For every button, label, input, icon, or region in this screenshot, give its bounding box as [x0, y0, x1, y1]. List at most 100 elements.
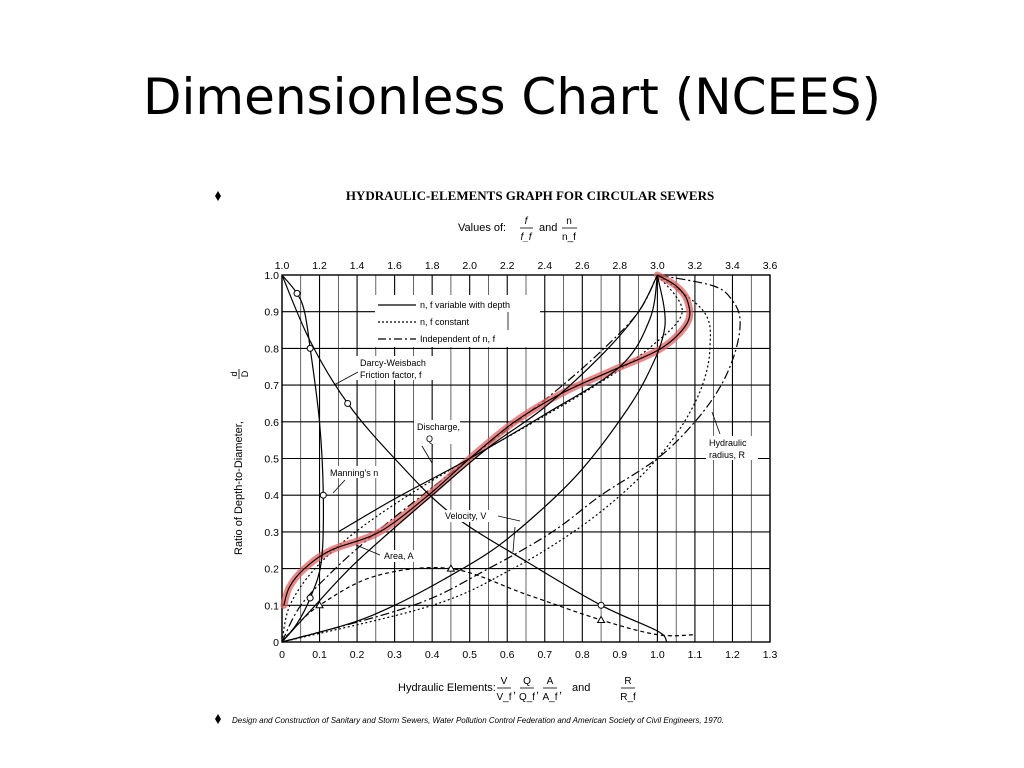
annotation-radius-line2: radius, R	[709, 450, 746, 460]
x-frac-a-den: A_f	[542, 692, 557, 703]
top-axis-label-prefix: Values of:	[458, 222, 506, 234]
top-axis-label: Values of: f f_f and n n_f	[458, 216, 577, 243]
annotation-darcy-line2: Friction factor, f	[360, 370, 422, 380]
bottom-tick-label: 1.2	[725, 649, 740, 661]
legend-label-solid: n, f variable with depth	[420, 300, 510, 310]
bottom-tick-label: 0.5	[462, 649, 477, 661]
annotation-area: Area, A	[384, 551, 414, 561]
annotation-discharge-line2: Q	[426, 434, 433, 444]
footnote: Design and Construction of Sanitary and …	[232, 716, 724, 725]
top-tick-label: 1.2	[312, 260, 327, 272]
bottom-tick-label: 0.4	[425, 649, 440, 661]
series-discharge_const	[281, 274, 683, 643]
top-frac2-num: n	[566, 216, 572, 227]
top-tick-label: 3.2	[688, 260, 703, 272]
x-comma-1: ,	[513, 684, 516, 696]
x-frac-a-num: A	[547, 676, 554, 687]
y-frac-den: D	[240, 370, 250, 377]
left-tick-label: 0.9	[264, 307, 279, 319]
left-tick-label: 0.6	[264, 417, 279, 429]
marker-friction_tail	[315, 600, 324, 609]
top-tick-label: 2.6	[575, 260, 590, 272]
x-frac-q-den: Q_f	[519, 692, 535, 703]
bottom-tick-label: 0.6	[500, 649, 515, 661]
left-tick-label: 0.7	[264, 380, 279, 392]
left-tick-label: 0.1	[264, 600, 279, 612]
bottom-tick-label: 1.0	[650, 649, 665, 661]
top-tick-label: 1.6	[387, 260, 402, 272]
top-axis-ticks: 1.0 1.2 1.4 1.6 1.8 2.0 2.2 2.4 2.6 2.8 3.0 3.2 3.4 3…	[275, 260, 778, 272]
top-tick-label: 1.4	[350, 260, 365, 272]
series-velocity_var	[281, 274, 666, 643]
marker-manning	[293, 289, 301, 297]
x-axis-label: Hydraulic Elements: V V_f , Q Q_f , A A_…	[398, 676, 636, 703]
y-frac-num: d	[229, 371, 239, 376]
bottom-tick-label: 0	[279, 649, 285, 661]
left-tick-label: 0.5	[264, 454, 279, 466]
annotation-manning: Manning's n	[330, 468, 378, 478]
top-tick-label: 1.0	[275, 260, 290, 272]
top-tick-label: 1.8	[425, 260, 440, 272]
top-tick-label: 3.6	[763, 260, 778, 272]
bottom-tick-label: 0.1	[312, 649, 327, 661]
left-tick-label: 0	[273, 637, 279, 649]
annotation-velocity: Velocity, V	[445, 511, 486, 521]
x-axis-label-prefix: Hydraulic Elements:	[398, 682, 496, 694]
annotations: Darcy-Weisbach Friction factor, f Mannin…	[327, 356, 758, 562]
bottom-tick-label: 0.9	[613, 649, 628, 661]
series-area	[281, 274, 658, 643]
marker-friction_tail	[596, 615, 606, 623]
left-axis-ticks: 0 0.1 0.2 0.3 0.4 0.5 0.6 0.7 0.8 0.9 1.0	[264, 270, 279, 649]
x-frac-r-num: R	[624, 676, 631, 687]
bottom-tick-label: 0.7	[537, 649, 552, 661]
x-frac-r-den: R_f	[620, 692, 636, 703]
marker-friction_tail	[446, 564, 456, 572]
top-tick-label: 3.4	[725, 260, 740, 272]
series-velocity_const	[281, 274, 712, 643]
top-tick-label: 2.0	[462, 260, 477, 272]
legend-label-dashdot: Independent of n, f	[420, 334, 496, 344]
bottom-tick-label: 1.3	[763, 649, 778, 661]
series-diag2	[337, 274, 658, 533]
x-comma-3: ,	[559, 684, 562, 696]
series-manning	[281, 274, 325, 643]
marker-manning	[319, 491, 327, 499]
top-tick-label: 3.0	[650, 260, 665, 272]
marker-darcy	[597, 601, 605, 609]
top-tick-label: 2.4	[537, 260, 552, 272]
x-comma-2: ,	[536, 684, 539, 696]
annotation-radius-line1: Hydraulic	[709, 438, 747, 448]
top-frac1-den: f_f	[520, 232, 532, 243]
x-frac-v-den: V_f	[496, 692, 511, 703]
left-tick-label: 0.4	[264, 490, 279, 502]
top-axis-label-join: and	[539, 222, 557, 234]
slide-title: Dimensionless Chart (NCEES)	[143, 68, 881, 126]
x-frac-v-num: V	[501, 676, 508, 687]
left-tick-label: 0.2	[264, 564, 279, 576]
x-axis-label-join: and	[572, 682, 590, 694]
top-tick-label: 2.2	[500, 260, 515, 272]
marker-darcy	[344, 399, 352, 407]
bottom-tick-label: 0.3	[387, 649, 402, 661]
top-tick-label: 2.8	[613, 260, 628, 272]
y-axis-label: Ratio of Depth-to-Diameter, d D	[229, 369, 250, 555]
bottom-axis-ticks: 0 0.1 0.2 0.3 0.4 0.5 0.6 0.7 0.8 0.9 1.0 1.1 1.2 1.3	[279, 649, 777, 661]
legend: n, f variable with depth n, f constant I…	[375, 295, 540, 347]
bottom-tick-label: 1.1	[688, 649, 703, 661]
series-radius	[281, 274, 741, 643]
marker-manning	[306, 344, 314, 352]
top-frac2-den: n_f	[562, 232, 576, 243]
plot-frame	[281, 274, 771, 643]
annotation-darcy-line1: Darcy-Weisbach	[360, 358, 426, 368]
left-tick-label: 1.0	[264, 270, 279, 282]
left-tick-label: 0.3	[264, 527, 279, 539]
bullet-diamond-icon	[215, 191, 221, 201]
series-discharge_var	[283, 274, 691, 606]
annotation-discharge-line1: Discharge,	[417, 422, 460, 432]
y-axis-label-text: Ratio of Depth-to-Diameter,	[233, 421, 245, 555]
left-tick-label: 0.8	[264, 343, 279, 355]
marker-manning	[306, 594, 314, 602]
top-frac1-num: f	[525, 216, 529, 227]
chart-title: HYDRAULIC-ELEMENTS GRAPH FOR CIRCULAR SE…	[346, 188, 714, 203]
